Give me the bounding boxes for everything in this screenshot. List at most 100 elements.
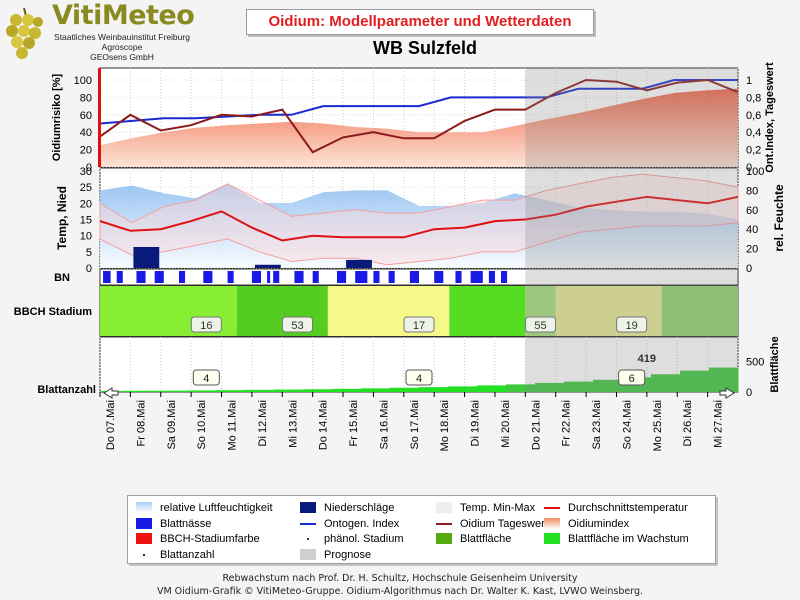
- station-name: WB Sulzfeld: [373, 38, 477, 58]
- x-date-label: Di 19.Mai: [470, 400, 482, 446]
- oidium-tageswert-line: [99, 78, 739, 154]
- bn-axis-label: BN: [54, 272, 70, 284]
- weather-right-axis-label: rel. Feuchte: [772, 184, 786, 252]
- leaf-wetness-bar: [336, 271, 347, 283]
- leaf-wetness-bar: [136, 271, 146, 283]
- bbch-stage-label: 16: [200, 320, 212, 332]
- leaf-area-bar: [158, 390, 188, 392]
- x-date-label: Do 14.Mai: [318, 400, 330, 450]
- leaf-area-bar: [506, 384, 536, 392]
- blatt-right-axis-label: Blattfläche: [769, 336, 781, 392]
- bbch-stage-label-box: [525, 316, 557, 333]
- leaf-area-peak-label: 419: [638, 353, 656, 365]
- leaf-wetness-bar: [267, 271, 271, 283]
- legend-label: Ontogen. Index: [324, 517, 400, 530]
- precip-bar: [133, 246, 160, 268]
- leaf-wetness-bar: [178, 271, 186, 283]
- x-date-label: So 17.Mai: [409, 400, 421, 450]
- x-date-label: Mi 27.Mai: [713, 400, 725, 448]
- leaf-wetness-bar: [470, 271, 483, 283]
- risk-left-tick-label: 60: [80, 110, 92, 122]
- leaf-area-bar: [274, 389, 304, 392]
- chart-title: Oidium: Modellparameter und Wetterdaten: [246, 9, 594, 35]
- bbch-axis-label: BBCH Stadium: [14, 306, 92, 318]
- temp-min-max-band: [99, 173, 739, 266]
- weather-left-tick-label: 20: [80, 198, 92, 210]
- weather-left-tick-label: 0: [86, 263, 92, 275]
- leaf-area-bar: [680, 370, 710, 392]
- leaf-area-bar: [593, 379, 623, 392]
- legend-swatch: [436, 533, 452, 544]
- leaf-area-bar: [361, 388, 391, 392]
- leaf-wetness-bar: [294, 271, 304, 283]
- bbch-stage-band: [449, 286, 526, 336]
- logo-agroscope: Agroscope: [101, 42, 143, 52]
- legend-label: Blattnässe: [160, 517, 212, 530]
- leaf-wetness-bar: [355, 271, 368, 283]
- leaf-wetness-bar: [154, 271, 164, 283]
- oidiumindex-area: [100, 88, 738, 167]
- legend-swatch: [544, 517, 560, 529]
- risk-marker-bar: [98, 68, 101, 167]
- legend-label: Blattfläche: [460, 533, 512, 545]
- logo-institute: Staatliches Weinbauinstitut Freiburg: [54, 32, 190, 42]
- bbch-stage-label: 53: [291, 320, 303, 332]
- x-date-label: Fr 08.Mai: [135, 400, 147, 446]
- blatt-right-tick-label: 500: [746, 356, 764, 368]
- bbch-stage-label: 55: [534, 320, 546, 332]
- risk-right-tick-label: 1: [746, 75, 752, 87]
- leaf-wetness-bar: [103, 271, 111, 283]
- weather-right-tick-label: 40: [746, 224, 758, 236]
- weather-left-tick-label: 30: [80, 166, 92, 178]
- scroll-right-arrow-icon[interactable]: [719, 387, 735, 399]
- footer-credit-growth: Rebwachstum nach Prof. Dr. H. Schultz, H…: [222, 573, 578, 584]
- risk-right-tick-label: 0,2: [746, 145, 761, 157]
- bbch-stage-label-box: [190, 316, 222, 333]
- leaf-wetness-bar: [388, 271, 395, 283]
- humidity-area: [100, 183, 738, 268]
- leaf-count-label: 6: [629, 373, 635, 385]
- avg-temp-line: [99, 195, 739, 242]
- legend-swatch: [136, 517, 152, 529]
- leaf-area-bar: [332, 388, 362, 392]
- x-date-label: Do 21.Mai: [530, 400, 542, 450]
- leaf-area-bar: [216, 390, 246, 392]
- prognose-overlay: [525, 68, 738, 392]
- weather-right-tick-label: 80: [746, 185, 758, 197]
- x-date-label: Fr 15.Mai: [348, 400, 360, 446]
- bbch-stage-label: 19: [626, 320, 638, 332]
- legend-swatch: [307, 538, 309, 540]
- legend-swatch: [436, 502, 452, 513]
- leaf-wetness-bar: [251, 271, 262, 283]
- legend-label: Blattanzahl: [160, 548, 215, 561]
- legend-label: relative Luftfeuchtigkeit: [160, 502, 273, 514]
- leaf-wetness-bar: [501, 271, 508, 283]
- ontogen-index-line: [99, 79, 738, 125]
- leaf-area-bar: [187, 390, 217, 392]
- bbch-stage-label-box: [281, 316, 313, 333]
- weather-left-tick-label: 25: [80, 182, 92, 194]
- legend-swatch: [544, 507, 560, 509]
- risk-left-tick-label: 100: [74, 75, 92, 87]
- x-date-label: Di 12.Mai: [257, 400, 269, 446]
- legend-label: Prognose: [324, 548, 372, 561]
- legend-label: Durchschnittstemperatur: [568, 502, 688, 514]
- legend-label: BBCH-Stadiumfarbe: [160, 533, 260, 545]
- leaf-count-label: 4: [416, 373, 422, 385]
- precip-bar: [254, 264, 281, 268]
- leaf-area-bar: [419, 387, 449, 392]
- risk-right-tick-label: 0,4: [746, 127, 761, 139]
- precip-bar: [346, 259, 372, 268]
- leaf-area-bar: [448, 386, 478, 392]
- risk-left-tick-label: 0: [86, 162, 92, 174]
- legend-swatch: [136, 533, 152, 544]
- leaf-area-bar: [303, 389, 333, 392]
- legend-swatch: [300, 502, 316, 513]
- risk-left-tick-label: 20: [80, 145, 92, 157]
- risk-right-tick-label: 0,6: [746, 110, 761, 122]
- leaf-count-box: [405, 369, 433, 386]
- scroll-left-arrow-icon[interactable]: [103, 387, 119, 399]
- weather-left-axis-label: Temp, Nied: [55, 186, 69, 250]
- leaf-area-bar: [535, 382, 565, 392]
